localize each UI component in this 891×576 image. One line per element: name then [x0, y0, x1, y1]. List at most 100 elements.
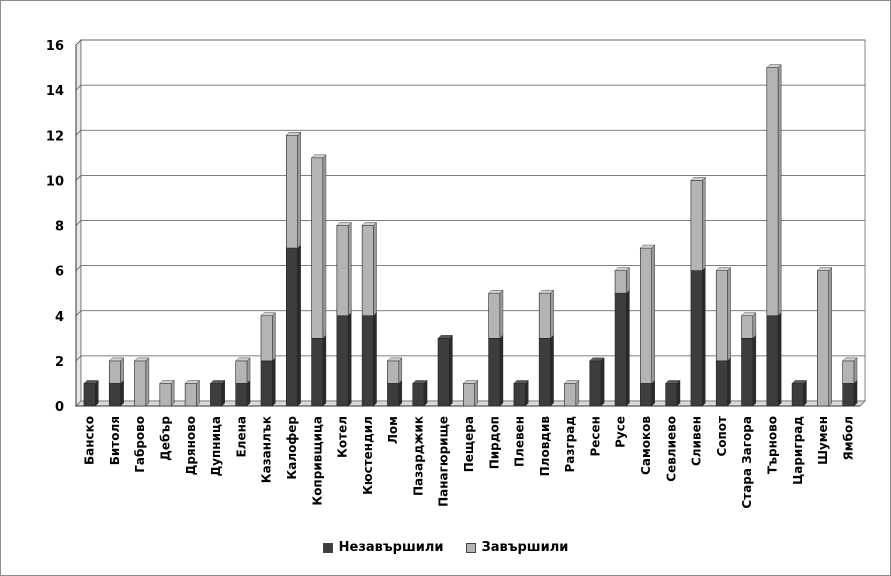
gridline-side: [75, 129, 82, 136]
x-tick-label: Ямбол: [841, 416, 855, 460]
y-tick-label: 6: [55, 265, 64, 280]
bar-series-1-side: [727, 357, 731, 407]
bar-series-2-top: [488, 289, 504, 294]
bar-series-1: [387, 383, 400, 407]
bar-series-2-side: [777, 64, 782, 317]
bar-series-1-side: [423, 379, 428, 407]
bar-series-1-side: [297, 244, 301, 407]
y-tick-label: 4: [55, 310, 64, 325]
bar-series-2: [538, 292, 551, 339]
x-tick-label: Битоля: [108, 416, 122, 465]
bar-series-1: [412, 383, 425, 407]
bar-series-1: [488, 338, 501, 407]
y-tick-label: 14: [46, 84, 64, 99]
y-tick-label: 16: [46, 39, 64, 54]
y-tick-label: 8: [55, 220, 64, 235]
bar-series-2-top: [538, 289, 555, 294]
bar-series-2-side: [651, 244, 655, 384]
bar-series-1-top: [83, 380, 99, 384]
bar-series-1-side: [651, 379, 655, 407]
legend-item-series-2: Завършили: [465, 540, 568, 555]
stacked-bar-chart: 0 2 4 6 8 10 12 14 16 Банско Битоля Габрово Дебър Дря…: [46, 39, 866, 509]
bar-series-1-side: [803, 379, 807, 407]
bar-series-1-side: [777, 312, 782, 407]
x-tick-label: Пловдив: [538, 416, 552, 477]
x-tick-label: Копривщица: [310, 416, 324, 506]
bar-series-2-side: [398, 357, 403, 384]
bar-series-2: [311, 157, 324, 339]
bar-series-2-side: [373, 222, 377, 317]
x-tick-label: Севлиево: [664, 416, 678, 482]
y-tick-label: 2: [55, 355, 64, 370]
bar-series-2-top: [715, 267, 732, 271]
bar-series-1-side: [600, 357, 605, 407]
bar-series-1-side: [499, 334, 504, 407]
x-tick-label: Сопот: [715, 416, 729, 457]
bar-series-1: [285, 247, 298, 407]
x-tick-label: Лом: [386, 416, 400, 444]
bar-series-2: [260, 315, 273, 362]
x-tick-label: Стара Загора: [740, 416, 754, 509]
bar-series-1-top: [589, 357, 605, 362]
bar-series-2: [564, 383, 577, 407]
bar-series-1-top: [412, 380, 428, 384]
bar-series-2: [285, 134, 298, 249]
bar-series-2: [488, 292, 501, 339]
bar-series-2: [184, 383, 197, 407]
x-tick-label: Пазарджик: [411, 416, 425, 496]
bar-series-1: [791, 383, 804, 407]
x-tick-label: Русе: [614, 416, 628, 448]
bar-series-2-side: [499, 289, 504, 339]
bar-series-2-side: [348, 222, 352, 317]
bar-series-2: [817, 270, 830, 407]
x-tick-label: Банско: [83, 416, 97, 465]
bar-series-2: [640, 247, 653, 384]
bar-series-1: [715, 360, 728, 407]
gridline-side: [75, 355, 82, 362]
x-tick-label: Казанлък: [260, 416, 274, 483]
bar-series-1-side: [702, 267, 706, 407]
bar-series-1-top: [513, 380, 529, 384]
bar-series-2-top: [386, 357, 403, 362]
bar-series-1: [640, 383, 653, 407]
bar-series-1-side: [272, 357, 276, 407]
bar-series-2-side: [322, 154, 327, 339]
bar-series-1-side: [373, 312, 377, 407]
bar-series-1-side: [120, 379, 124, 407]
x-tick-label: Панагюрище: [437, 416, 451, 507]
x-tick-label: Цариград: [791, 416, 805, 485]
bar-series-2-top: [134, 357, 150, 362]
x-tick-label: Елена: [234, 416, 248, 458]
bar-series-2-side: [727, 267, 731, 362]
bar-series-1: [741, 338, 754, 407]
bar-series-1: [336, 315, 349, 407]
bar-series-2: [108, 360, 121, 384]
bar-series-2-top: [235, 357, 251, 362]
bar-series-1-side: [398, 379, 403, 407]
bar-series-1: [235, 383, 248, 407]
bar-series-2-top: [766, 64, 782, 68]
x-tick-label: Дупница: [209, 416, 223, 477]
gridline-side: [75, 175, 82, 181]
bar-series-2-top: [336, 222, 352, 226]
x-tick-label: Пещера: [462, 416, 476, 472]
x-tick-label: Шумен: [816, 416, 830, 465]
bar-series-2-top: [260, 312, 276, 316]
bar-series-1: [842, 383, 855, 407]
bar-series-2-side: [474, 379, 478, 407]
bar-series-1-side: [626, 289, 630, 407]
bar-series-2: [463, 383, 475, 407]
legend-label-series-1: Незавършили: [338, 540, 444, 555]
bar-series-2-top: [184, 380, 200, 384]
x-tick-label: Габрово: [133, 416, 147, 473]
bar-series-1: [766, 315, 779, 407]
bar-series-1: [614, 292, 627, 407]
bar-series-1-side: [525, 379, 529, 407]
bar-series-2-side: [246, 357, 251, 384]
bar-series-2-top: [842, 357, 858, 362]
bar-series-2-side: [575, 379, 580, 407]
y-tick-label: 10: [46, 174, 64, 189]
bar-series-2-side: [145, 357, 150, 407]
x-tick-label: Търново: [765, 416, 779, 474]
bar-series-2: [741, 315, 754, 339]
